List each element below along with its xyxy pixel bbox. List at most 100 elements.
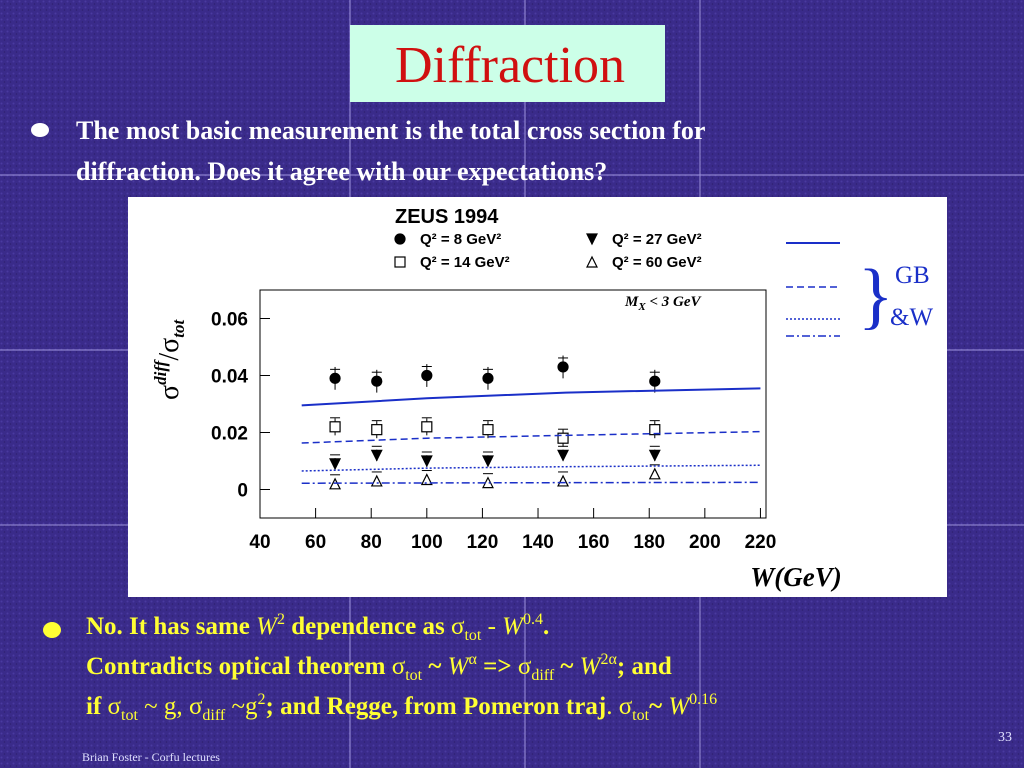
x-tick-label: 200 xyxy=(689,532,721,553)
y-axis-label-part: tot xyxy=(169,319,188,338)
text-run: tot xyxy=(121,707,138,724)
legend-marker xyxy=(586,233,598,246)
text-run: σ xyxy=(518,653,532,680)
text-run: 0.4 xyxy=(523,611,543,628)
x-tick-label: 80 xyxy=(361,532,382,553)
y-tick-label: 0 xyxy=(237,481,248,502)
marker xyxy=(482,455,494,468)
text-run: σ xyxy=(189,693,203,720)
text-run: - xyxy=(481,613,502,640)
text-run: ; and Regge, from Pomeron traj xyxy=(266,693,607,720)
bullet-line: if σtot ~ g, σdiff ~g2; and Regge, from … xyxy=(86,691,717,724)
x-tick-label: 60 xyxy=(305,532,326,553)
legend-label: Q² = 27 GeV² xyxy=(612,231,702,248)
marker xyxy=(420,455,433,468)
page-number: 33 xyxy=(998,730,1012,745)
chart-title: ZEUS 1994 xyxy=(395,206,499,228)
x-tick-label: 160 xyxy=(578,532,610,553)
text-run: ~ g, xyxy=(138,693,189,720)
text-run: W xyxy=(502,613,525,640)
bullet-line: Contradicts optical theorem σtot ~ Wα =>… xyxy=(86,651,672,684)
marker xyxy=(329,458,342,471)
x-tick-label: 180 xyxy=(633,532,665,553)
bullet-line: No. It has same W2 dependence as σtot - … xyxy=(86,611,549,644)
y-axis-label-part: /σ xyxy=(154,338,185,361)
text-run: 2 xyxy=(277,611,285,628)
x-tick-label: 140 xyxy=(522,532,554,553)
text-run: tot xyxy=(464,627,481,644)
text-run: => xyxy=(477,653,518,680)
marker xyxy=(557,474,570,487)
legend-label: Q² = 8 GeV² xyxy=(420,231,501,248)
marker xyxy=(557,432,569,444)
text-run: ~ xyxy=(422,653,448,680)
text-run: tot xyxy=(632,707,649,724)
marker xyxy=(648,467,661,480)
slide-title: Diffraction xyxy=(395,37,625,94)
model-curve xyxy=(301,481,761,484)
text-run: diff xyxy=(531,667,554,684)
bullet-text: diffraction. Does it agree with our expe… xyxy=(76,157,607,186)
text-run: ~g xyxy=(225,693,258,720)
text-run: ~ xyxy=(649,693,668,720)
marker xyxy=(648,449,661,462)
marker xyxy=(371,375,383,387)
marker xyxy=(421,421,433,433)
bullet-dot xyxy=(43,622,61,638)
model-curve xyxy=(301,387,761,407)
bullet-dot xyxy=(31,123,49,137)
text-run: Contradicts optical theorem xyxy=(86,653,392,680)
text-run: ; and xyxy=(617,653,672,680)
legend-marker xyxy=(394,256,406,268)
marker xyxy=(420,473,433,486)
y-tick-label: 0.04 xyxy=(211,367,248,388)
marker xyxy=(557,361,569,373)
text-run: 2α xyxy=(601,651,618,668)
text-run: diff xyxy=(202,707,225,724)
annotation-part: < 3 GeV xyxy=(646,294,703,310)
model-curve xyxy=(301,464,761,472)
curve-label: GB xyxy=(895,262,930,289)
text-run: W xyxy=(448,653,471,680)
curve-label: &W xyxy=(890,304,933,331)
annotation-part: M xyxy=(624,294,639,310)
legend-marker xyxy=(586,255,598,268)
text-run: σ xyxy=(451,613,465,640)
marker xyxy=(649,424,661,436)
marker xyxy=(329,372,341,384)
marker xyxy=(370,474,383,487)
bullet-text: The most basic measurement is the total … xyxy=(76,116,705,145)
x-tick-label: 40 xyxy=(249,532,270,553)
text-run: No. It has same xyxy=(86,613,256,640)
text-run: if xyxy=(86,693,108,720)
text-run: W xyxy=(256,613,279,640)
chart: 0 0.02 0.04 0.06 40 60 80 100 120 140 160 180 200 220… xyxy=(151,206,933,592)
marker xyxy=(371,424,383,436)
text-run: tot xyxy=(405,667,422,684)
text-run: σ xyxy=(619,693,633,720)
text-run: 2 xyxy=(258,691,266,708)
marker xyxy=(557,449,570,462)
text-run: σ xyxy=(108,693,122,720)
legend-marker xyxy=(394,233,406,245)
y-tick-label: 0.02 xyxy=(211,424,248,445)
title-box xyxy=(350,25,665,102)
y-axis-label-part: σ xyxy=(154,385,185,400)
x-tick-label: 100 xyxy=(411,532,443,553)
y-axis-label-part: diff xyxy=(151,358,170,385)
annotation: MX < 3 GeV xyxy=(624,294,702,313)
text-run: W xyxy=(668,693,691,720)
marker xyxy=(370,449,383,462)
legend-label: Q² = 14 GeV² xyxy=(420,254,510,271)
x-axis-label: W(GeV) xyxy=(750,562,841,592)
marker xyxy=(649,375,661,387)
x-tick-label: 120 xyxy=(467,532,499,553)
text-run: dependence as xyxy=(285,613,451,640)
y-axis-label: σdiff/σtot xyxy=(151,319,188,400)
text-run: W xyxy=(580,653,603,680)
text-run: ~ xyxy=(554,653,580,680)
marker xyxy=(482,424,494,436)
text-run: σ xyxy=(392,653,406,680)
text-run: . xyxy=(543,613,549,640)
